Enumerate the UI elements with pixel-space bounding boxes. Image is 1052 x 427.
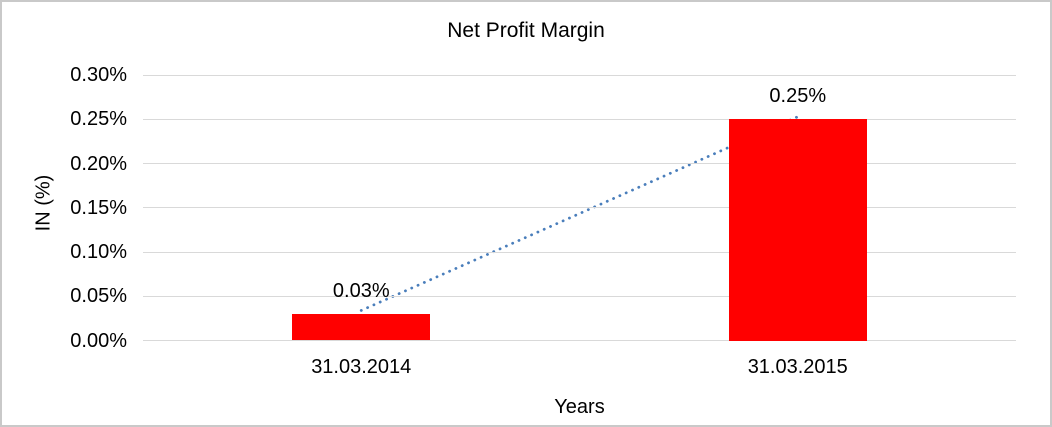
y-tick-label: 0.15% — [70, 196, 127, 219]
x-tick-label: 31.03.2014 — [311, 356, 412, 378]
y-axis-title: IN (%) — [32, 174, 55, 232]
y-tick-label: 0.30% — [70, 64, 127, 86]
x-axis-title: Years — [554, 396, 605, 418]
chart-title: Net Profit Margin — [447, 19, 605, 42]
y-tick-label: 0.25% — [70, 108, 127, 131]
gridline — [143, 163, 1016, 164]
gridline — [143, 118, 1016, 120]
gridline — [143, 340, 1016, 341]
gridline — [143, 295, 1016, 297]
y-tick-label: 0.20% — [70, 152, 127, 175]
y-tick-label: 0.00% — [70, 329, 127, 352]
gridline — [143, 74, 1016, 76]
bar — [728, 119, 867, 341]
y-tick-label: 0.05% — [70, 285, 127, 308]
gridline — [143, 207, 1016, 209]
bar-value-label: 0.25% — [769, 85, 827, 108]
x-tick-label: 31.03.2015 — [747, 356, 848, 378]
gridline — [143, 251, 1016, 253]
y-tick-label: 0.10% — [70, 241, 127, 263]
bar-value-label: 0.03% — [332, 279, 390, 302]
bar — [292, 313, 431, 341]
